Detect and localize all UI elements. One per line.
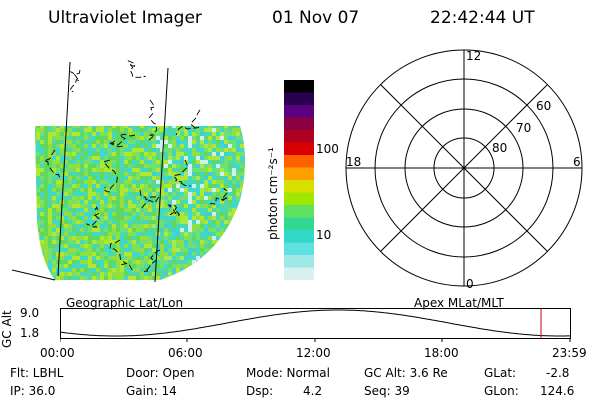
geographic-label: Geographic Lat/Lon [66,296,184,310]
date-label: 01 Nov 07 [272,8,360,28]
colorbar-tick-100: 100 [316,142,339,156]
gc-alt-info: GC Alt: 3.6 Re [364,366,448,380]
glon-label: GLon: [484,384,519,398]
colorbar-segment [284,217,314,231]
colorbar-segment [284,130,314,143]
xtick-2359: 23:59 [552,346,587,360]
colorbar-unit-label: photon cm⁻²s⁻¹ [266,147,280,240]
colorbar-segment [284,267,314,280]
altitude-curve [60,309,570,337]
xtick-1200: 12:00 [296,346,331,360]
polar-mlat-mlt-plot: 12 18 6 0 60 70 80 [345,49,583,291]
colorbar-segment [284,92,314,106]
xtick-1800: 18:00 [424,346,459,360]
mlat-label-70: 70 [516,121,531,135]
colorbar-segment [284,255,314,268]
geographic-image-panel [11,60,245,283]
colorbar-segment [284,105,314,118]
instrument-title: Ultraviolet Imager [48,8,202,28]
geographic-grid-lines [11,61,169,283]
mlat-label-60: 60 [536,99,551,113]
apex-label: Apex MLat/MLT [414,296,504,310]
mode-info: Mode: Normal [246,366,330,380]
colorbar-segment [284,167,314,181]
filter-info: Flt: LBHL [10,366,64,380]
mlt-label-left: 18 [346,155,361,169]
mlt-label-right: 6 [573,155,581,169]
uv-intensity-image [35,126,245,280]
time-label: 22:42:44 UT [430,8,535,28]
coastline-overlay [42,60,229,273]
seq-info: Seq: 39 [364,384,410,398]
colorbar-segment [284,242,314,256]
ip-info: IP: 36.0 [10,384,56,398]
mlat-label-80: 80 [492,141,507,155]
colorbar-segment [284,180,314,193]
colorbar-tick-10: 10 [316,228,332,242]
altitude-ytick-high: 9.0 [20,306,40,320]
glat-label: GLat: [484,366,517,380]
colorbar-segment [284,117,314,131]
gain-info: Gain: 14 [126,384,177,398]
colorbar [284,80,314,280]
colorbar-segment [284,192,314,206]
xtick-0600: 06:00 [168,346,203,360]
altitude-ytick-low: 1.8 [20,326,40,340]
mlt-label-top: 12 [466,49,481,63]
door-info: Door: Open [126,366,195,380]
glat-value: -2.8 [546,366,570,380]
xtick-0000: 00:00 [40,346,75,360]
colorbar-segment [284,155,314,168]
altitude-plot-frame [60,308,571,339]
altitude-plot [60,308,571,342]
colorbar-segment [284,230,314,243]
polar-rings [345,49,583,287]
colorbar-segment [284,205,314,218]
colorbar-segment [284,80,314,93]
altitude-xticks [60,338,571,342]
mlt-label-bottom: 0 [466,277,474,291]
dsp-label: Dsp: [246,384,274,398]
altitude-ylabel: GC Alt [0,310,14,348]
colorbar-segment [284,142,314,156]
glon-value: 124.6 [540,384,575,398]
dsp-value: 4.2 [303,384,323,398]
